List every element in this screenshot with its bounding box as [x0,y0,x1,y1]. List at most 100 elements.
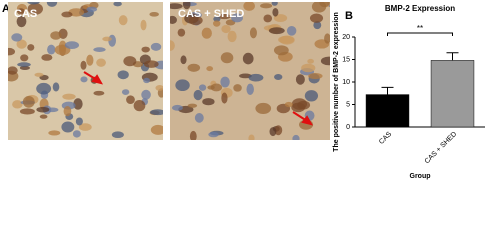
cell [187,103,198,108]
cell [170,3,183,10]
cell [93,90,105,96]
cell [193,89,203,101]
cell [19,108,35,115]
y-tick-label: 20 [342,34,350,41]
cell [8,47,16,56]
micrograph [170,2,330,140]
cell [246,83,254,95]
cell [273,14,288,23]
cell [208,131,219,138]
cell [231,13,243,23]
cell [272,7,279,17]
cell [177,28,186,37]
cell [126,95,135,105]
cell [291,98,308,110]
cell [242,52,254,65]
cell [22,96,35,108]
cell [11,33,23,42]
cell [187,63,201,72]
cell [96,58,106,67]
cell [50,31,62,40]
cell [227,30,237,43]
cell [16,15,27,28]
cell [155,84,163,91]
cell [111,131,124,139]
cell [271,2,278,6]
cell [20,54,29,62]
cell [269,127,277,137]
cell [220,76,230,88]
cell [255,102,272,114]
cell [284,101,293,108]
cell [117,70,129,80]
cell [286,26,297,36]
significance-bracket [387,32,453,36]
cell [274,74,283,81]
cell [123,56,137,67]
cell [320,56,330,66]
x-axis-label: Group [410,173,431,180]
cell [86,6,98,12]
cell [188,15,203,26]
cell [206,66,214,72]
cell [221,92,228,104]
cell [48,130,61,136]
cell [170,15,177,24]
cell [308,73,323,80]
cell [78,123,92,131]
plot: 0 5 10 15 20 CAS CAS + SHED ** [342,24,485,165]
cell [27,2,40,5]
cell [140,19,147,31]
cell [150,42,162,51]
cell [62,93,76,100]
cell [8,66,18,75]
y-tick-label: 5 [346,101,350,108]
cell [113,2,122,7]
cell [307,58,314,64]
significance-label: ** [417,24,423,33]
cell [207,85,215,90]
cell [170,40,175,51]
cell [27,3,44,15]
cell [73,98,83,110]
arrow [83,71,314,126]
cell [248,73,264,82]
cell [102,36,112,42]
cell [233,84,242,92]
cell [133,99,146,112]
cell [171,104,183,111]
cell [63,105,72,117]
cell [46,2,58,7]
cell [210,83,223,92]
cell [189,130,197,140]
cell [217,13,231,20]
x-tick-label: CAS [378,131,393,146]
cell [118,15,128,26]
y-tick-label: 0 [346,124,350,131]
cell [16,39,27,49]
x-tick-label: CAS + SHED [424,131,459,166]
cell [263,14,273,23]
cell [86,54,94,66]
y-tick-label: 15 [342,56,350,63]
cell [213,20,221,27]
cell [36,106,50,113]
cell [27,44,35,51]
cell [141,46,150,53]
cell [182,2,191,10]
cell [80,76,88,83]
cell [34,72,44,77]
cell [201,27,212,39]
error-bar [446,52,459,61]
cell [143,60,159,68]
cell [149,12,159,17]
micrograph [8,2,163,140]
cell [16,8,25,15]
cell [12,100,23,109]
cell [273,45,289,56]
cell [141,89,151,100]
chart-title: BMP-2 Expression [385,4,455,13]
panel-label: A [2,3,10,15]
cell [150,124,163,135]
cell [213,16,221,22]
